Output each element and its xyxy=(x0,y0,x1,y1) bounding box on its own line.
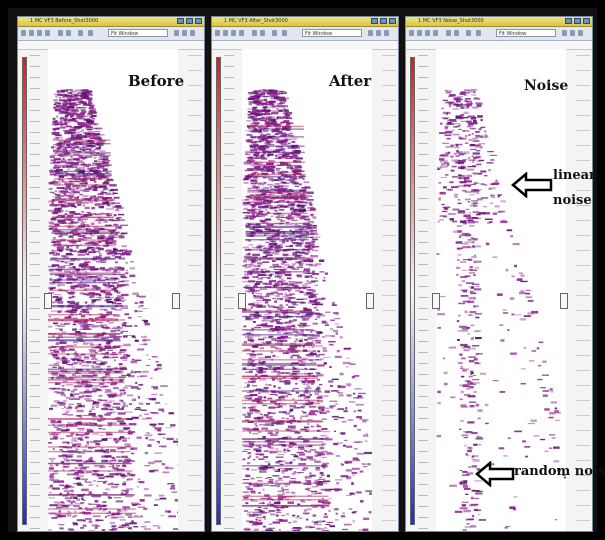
noise-label: Noise xyxy=(524,78,569,94)
seismic-gather-plot[interactable] xyxy=(242,49,372,531)
right-splitter-handle[interactable] xyxy=(366,293,374,309)
toolbar-button-icon[interactable] xyxy=(182,30,187,36)
zoom-select[interactable]: Fit Window xyxy=(496,29,556,37)
toolbar-button-icon[interactable] xyxy=(37,30,42,36)
toolbar-button-icon[interactable] xyxy=(260,30,265,36)
toolbar-button-icon[interactable] xyxy=(368,30,373,36)
toolbar-button-icon[interactable] xyxy=(58,30,63,36)
window-titlebar[interactable]: 1 MC VF3 Before_Shot3000 xyxy=(18,17,204,27)
left-splitter-handle[interactable] xyxy=(44,293,52,309)
linear-noise-arrow-icon xyxy=(511,172,553,198)
right-splitter-handle[interactable] xyxy=(172,293,180,309)
colorbar xyxy=(216,57,221,525)
toolbar-button-icon[interactable] xyxy=(466,30,471,36)
seismic-gather-plot[interactable] xyxy=(48,49,178,531)
window-toolbar: Fit Window xyxy=(18,27,204,41)
maximize-icon[interactable] xyxy=(380,18,387,24)
window-toolbar: Fit Window xyxy=(406,27,592,41)
toolbar-button-icon[interactable] xyxy=(190,30,195,36)
toolbar-button-icon[interactable] xyxy=(433,30,438,36)
toolbar-button-icon[interactable] xyxy=(446,30,451,36)
toolbar-button-icon[interactable] xyxy=(78,30,83,36)
toolbar-button-icon[interactable] xyxy=(476,30,481,36)
window-title: 1 MC VF3 Noise_Shot3000 xyxy=(418,18,484,24)
colorbar xyxy=(22,57,27,525)
toolbar-button-icon[interactable] xyxy=(578,30,583,36)
colorbar xyxy=(410,57,415,525)
toolbar-button-icon[interactable] xyxy=(21,30,26,36)
toolbar-button-icon[interactable] xyxy=(384,30,389,36)
window-title: 1 MC VF3 Before_Shot3000 xyxy=(30,18,99,24)
close-icon[interactable] xyxy=(389,18,396,24)
toolbar-button-icon[interactable] xyxy=(66,30,71,36)
time-axis xyxy=(30,55,40,529)
window-title: 1 MC VF3 After_Shot3000 xyxy=(224,18,288,24)
random-noise-arrow-icon xyxy=(475,461,515,487)
toolbar-button-icon[interactable] xyxy=(417,30,422,36)
toolbar-button-icon[interactable] xyxy=(88,30,93,36)
right-axis xyxy=(188,55,202,525)
gather-svg xyxy=(242,89,372,531)
toolbar-button-icon[interactable] xyxy=(409,30,414,36)
toolbar-button-icon[interactable] xyxy=(272,30,277,36)
time-axis xyxy=(224,55,234,529)
right-axis xyxy=(382,55,396,525)
maximize-icon[interactable] xyxy=(574,18,581,24)
toolbar-button-icon[interactable] xyxy=(282,30,287,36)
minimize-icon[interactable] xyxy=(177,18,184,24)
toolbar-button-icon[interactable] xyxy=(454,30,459,36)
minimize-icon[interactable] xyxy=(371,18,378,24)
time-axis xyxy=(418,55,428,529)
after-label: After xyxy=(329,72,372,90)
toolbar-button-icon[interactable] xyxy=(215,30,220,36)
zoom-select[interactable]: Fit Window xyxy=(302,29,362,37)
left-splitter-handle[interactable] xyxy=(432,293,440,309)
toolbar-button-icon[interactable] xyxy=(425,30,430,36)
toolbar-button-icon[interactable] xyxy=(45,30,50,36)
close-icon[interactable] xyxy=(195,18,202,24)
toolbar-button-icon[interactable] xyxy=(239,30,244,36)
maximize-icon[interactable] xyxy=(186,18,193,24)
seismic-window-before[interactable]: 1 MC VF3 Before_Shot3000 Fit Window xyxy=(17,16,205,532)
toolbar-button-icon[interactable] xyxy=(376,30,381,36)
toolbar-button-icon[interactable] xyxy=(570,30,575,36)
toolbar-button-icon[interactable] xyxy=(562,30,567,36)
random-noise-label: random noise xyxy=(514,464,605,479)
seismic-gather-plot[interactable] xyxy=(436,49,566,531)
close-icon[interactable] xyxy=(583,18,590,24)
window-controls xyxy=(565,18,590,24)
right-splitter-handle[interactable] xyxy=(560,293,568,309)
minimize-icon[interactable] xyxy=(565,18,572,24)
seismic-window-noise[interactable]: 1 MC VF3 Noise_Shot3000 Fit Window xyxy=(405,16,593,532)
toolbar-button-icon[interactable] xyxy=(231,30,236,36)
left-splitter-handle[interactable] xyxy=(238,293,246,309)
window-controls xyxy=(177,18,202,24)
toolbar-button-icon[interactable] xyxy=(174,30,179,36)
window-titlebar[interactable]: 1 MC VF3 After_Shot3000 xyxy=(212,17,398,27)
zoom-select[interactable]: Fit Window xyxy=(108,29,168,37)
toolbar-button-icon[interactable] xyxy=(252,30,257,36)
window-toolbar: Fit Window xyxy=(212,27,398,41)
gather-svg xyxy=(48,89,178,531)
toolbar-button-icon[interactable] xyxy=(223,30,228,36)
gather-svg xyxy=(436,89,566,531)
window-titlebar[interactable]: 1 MC VF3 Noise_Shot3000 xyxy=(406,17,592,27)
seismic-window-after[interactable]: 1 MC VF3 After_Shot3000 Fit Window xyxy=(211,16,399,532)
toolbar-button-icon[interactable] xyxy=(29,30,34,36)
linear-noise-label: linear noise xyxy=(553,168,596,208)
right-axis xyxy=(576,55,590,525)
before-label: Before xyxy=(128,72,185,90)
window-controls xyxy=(371,18,396,24)
